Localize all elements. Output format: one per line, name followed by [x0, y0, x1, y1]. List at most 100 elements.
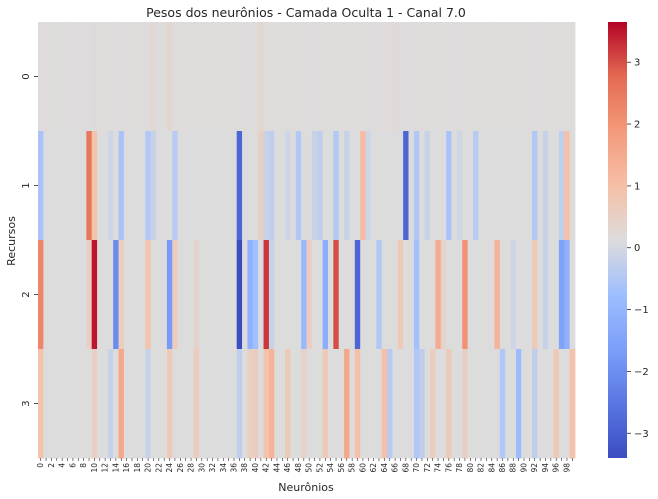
heatmap-cell	[311, 22, 318, 132]
heatmap-cell	[505, 240, 511, 350]
heatmap-cell	[483, 131, 490, 241]
heatmap-cell	[80, 349, 87, 459]
heatmap-cell	[446, 240, 452, 350]
heatmap-cell	[140, 131, 146, 241]
heatmap-cell	[177, 22, 184, 132]
heatmap-cell	[161, 131, 168, 241]
heatmap-cell	[532, 131, 538, 241]
heatmap-cell	[322, 131, 329, 241]
heatmap-cell	[258, 240, 264, 350]
heatmap-cell	[558, 22, 565, 132]
heatmap-cell	[365, 240, 372, 350]
heatmap-cell	[285, 349, 291, 459]
heatmap-cell	[451, 131, 458, 241]
heatmap-cell	[86, 240, 93, 350]
heatmap-cell	[209, 22, 216, 132]
heatmap-cell	[467, 131, 474, 241]
heatmap-cell	[263, 131, 270, 241]
heatmap-cell	[123, 22, 130, 132]
column-tick-label: 32	[208, 463, 217, 473]
heatmap-cell	[419, 131, 426, 241]
heatmap-cell	[537, 131, 544, 241]
heatmap-cell	[231, 349, 238, 459]
heatmap-cell	[54, 22, 60, 132]
heatmap-cell	[59, 240, 66, 350]
heatmap-cell	[118, 240, 125, 350]
column-tick-label: 76	[444, 463, 453, 473]
heatmap-cell	[462, 131, 468, 241]
heatmap-cell	[435, 349, 442, 459]
heatmap-cell	[532, 22, 538, 132]
column-tick-label: 6	[68, 463, 77, 468]
heatmap-cell	[472, 131, 479, 241]
heatmap-cell	[564, 131, 571, 241]
colorbar-tick-label: 1	[634, 181, 640, 192]
heatmap-cell	[145, 131, 152, 241]
heatmap-cell	[333, 349, 340, 459]
heatmap-cell	[478, 22, 485, 132]
heatmap-cell	[150, 349, 157, 459]
heatmap-cell	[193, 349, 200, 459]
heatmap-cell	[333, 240, 340, 350]
heatmap-cell	[370, 22, 377, 132]
heatmap-cell	[360, 131, 366, 241]
heatmap-cell	[231, 131, 238, 241]
heatmap-cell	[43, 240, 50, 350]
heatmap-cell	[376, 22, 383, 132]
heatmap-cell	[161, 240, 168, 350]
heatmap-cell	[419, 240, 426, 350]
heatmap-cell	[451, 240, 458, 350]
column-tick-label: 4	[58, 463, 67, 468]
y-axis-title: Recursos	[5, 216, 18, 266]
heatmap-cell	[193, 22, 200, 132]
column-tick-label: 12	[101, 463, 110, 473]
heatmap-cell	[290, 240, 297, 350]
heatmap-cell	[274, 240, 281, 350]
heatmap-cell	[252, 349, 259, 459]
heatmap-cell	[48, 349, 55, 459]
colorbar-tick-label: −1	[634, 305, 649, 316]
heatmap-cell	[494, 349, 501, 459]
heatmap-cell	[145, 240, 152, 350]
heatmap-cell	[156, 131, 162, 241]
heatmap-cell	[365, 349, 372, 459]
heatmap-cell	[70, 240, 76, 350]
heatmap-cell	[403, 22, 409, 132]
heatmap-cell	[279, 240, 286, 350]
column-tick-label: 18	[133, 463, 142, 473]
heatmap-cell	[59, 349, 66, 459]
heatmap-cell	[150, 131, 157, 241]
heatmap-cell	[118, 131, 125, 241]
heatmap-cell	[419, 349, 426, 459]
heatmap-cell	[537, 22, 544, 132]
heatmap-cell	[236, 22, 243, 132]
heatmap-cell	[472, 240, 479, 350]
heatmap-cell	[327, 22, 334, 132]
heatmap-cell	[569, 131, 576, 241]
heatmap-cell	[338, 131, 345, 241]
heatmap-cell	[301, 22, 307, 132]
heatmap-cell	[236, 349, 243, 459]
heatmap-cell	[252, 240, 259, 350]
column-tick-label: 34	[219, 463, 228, 473]
heatmap-cell	[322, 240, 329, 350]
column-tick-label: 0	[36, 463, 45, 468]
heatmap-cell	[515, 240, 522, 350]
heatmap-cell	[123, 349, 130, 459]
heatmap-cell	[140, 22, 146, 132]
heatmap-cell	[215, 131, 221, 241]
heatmap-cell	[123, 131, 130, 241]
heatmap-cell	[209, 240, 216, 350]
heatmap-cell	[456, 22, 463, 132]
heatmap-cell	[542, 22, 549, 132]
heatmap-cell	[558, 240, 565, 350]
heatmap-cell	[472, 349, 479, 459]
heatmap-cell	[204, 22, 211, 132]
heatmap-cell	[344, 22, 350, 132]
heatmap-cell	[365, 22, 372, 132]
heatmap-cell	[467, 240, 474, 350]
heatmap-cell	[113, 349, 119, 459]
heatmap-cell	[403, 131, 409, 241]
heatmap-cell	[188, 240, 195, 350]
heatmap-cell	[403, 349, 409, 459]
